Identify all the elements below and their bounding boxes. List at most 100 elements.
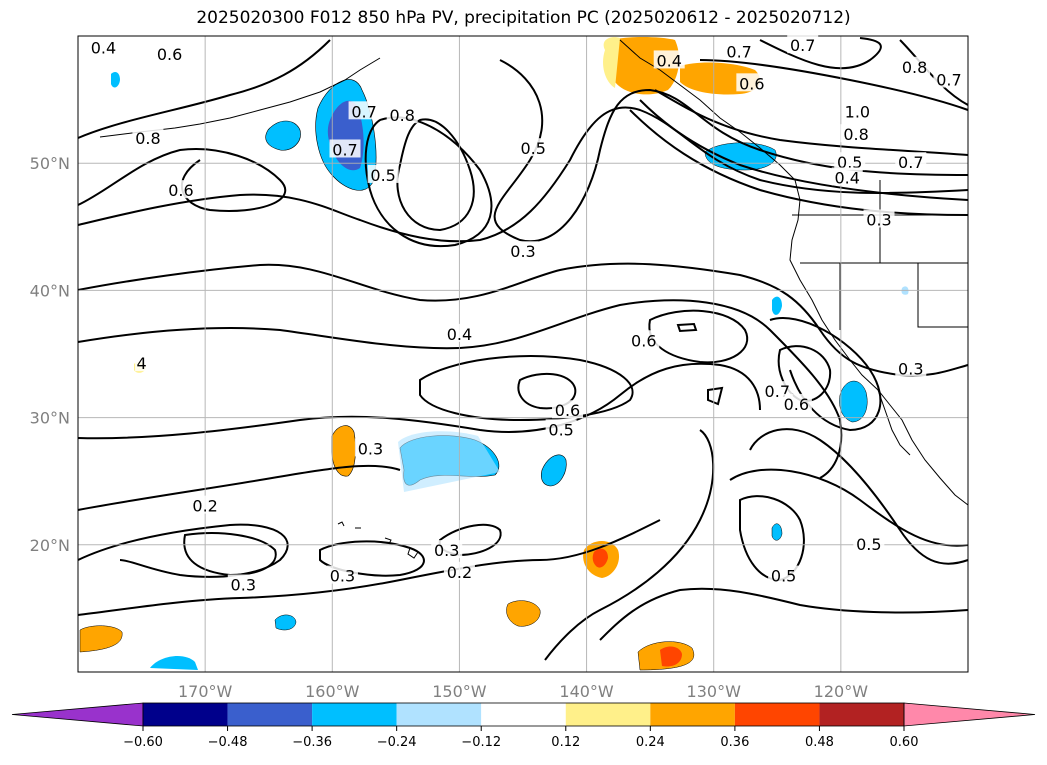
contour-label-bg (354, 438, 386, 457)
contour-label: 0.4 (91, 39, 116, 58)
contour-label: 0.7 (898, 153, 923, 172)
colorbar-tick-label: 0.60 (890, 735, 919, 750)
contour-label: 1.0 (845, 102, 870, 121)
contour-labels: 0.4 0.60.80.60.70.50.7 0.80.50.30.4 0.60.60… (87, 35, 965, 595)
baja-california (877, 389, 911, 456)
contour-label: 0.5 (837, 153, 862, 172)
contour-label: 0.7 (936, 71, 961, 90)
pv-contour (396, 118, 475, 232)
contour-label-bg (326, 565, 358, 584)
contour-label-bg (189, 495, 221, 514)
contour-label: 0.3 (866, 210, 891, 229)
pv-contour (77, 523, 289, 578)
contour-label: 0.6 (168, 181, 193, 200)
pv-contour (599, 587, 969, 641)
contour-label: 0.3 (330, 567, 355, 586)
lon-tick-label: 150°W (432, 682, 487, 701)
precip-blob-negative (771, 523, 783, 541)
pv-contour (77, 106, 969, 243)
contour-label: 0.6 (631, 331, 656, 350)
pv-contour (769, 317, 882, 432)
contour-label: 0.7 (332, 140, 357, 159)
hawaii-islands (337, 521, 419, 559)
colorbar-tick-label: 0.24 (636, 735, 665, 750)
pv-contour (699, 59, 969, 111)
map-title: 2025020300 F012 850 hPa PV, precipitatio… (196, 8, 851, 28)
colorbar-box (143, 703, 228, 726)
map-frame (77, 35, 969, 673)
lat-tick-label: 40°N (30, 281, 70, 300)
pv-contour (364, 116, 493, 248)
contour-label: 0.6 (555, 401, 580, 420)
contour-label-bg (517, 138, 549, 157)
pv-contour (648, 309, 749, 364)
contour-label-bg (768, 565, 800, 584)
pv-contour (777, 345, 832, 402)
lon-tick-label: 160°W (305, 682, 360, 701)
contour-label-bg (443, 323, 475, 342)
contour-label: 0.3 (358, 439, 383, 458)
contour-label: 0.7 (790, 36, 815, 55)
precip-blob-negative (265, 120, 301, 151)
contour-label: 0.6 (739, 74, 764, 93)
precip-blob-negative-light (398, 431, 500, 492)
contour-label-bg (165, 180, 197, 199)
pv-contours (77, 37, 969, 661)
pv-contour (77, 262, 969, 377)
contour-label-bg (895, 152, 927, 171)
contour-label: 0.3 (231, 576, 256, 595)
contour-label-bg (723, 41, 755, 60)
precip-blob-positive-strong (660, 646, 682, 667)
colorbar-box (481, 703, 566, 726)
colorbar: −0.60 −0.48 −0.36 −0.24 −0.12 0.12 0.24 0.36 0.4… (11, 702, 1036, 750)
pv-contour (77, 299, 843, 479)
colorbar-tick-label: −0.12 (461, 735, 501, 750)
contour-label-bg (135, 353, 149, 372)
alaska-panhandle-coast (619, 39, 796, 181)
precip-blob-positive (506, 600, 541, 627)
contour-label-bg (87, 37, 119, 56)
contour-label-bg (431, 540, 463, 559)
colorbar-box (819, 703, 904, 726)
contour-label-bg (545, 419, 577, 438)
contour-label-bg (329, 139, 361, 158)
contour-label-bg (899, 56, 931, 75)
colorbar-tick-label: 0.36 (720, 735, 749, 750)
pv-contour (77, 39, 331, 139)
contour-label: 0.3 (510, 242, 535, 261)
contour-label-bg (552, 400, 583, 419)
contour-label: 0.8 (902, 58, 927, 77)
colorbar-tick-label: −0.48 (208, 735, 248, 750)
contour-label-bg (653, 50, 685, 69)
contour-label: 0.7 (726, 43, 751, 62)
pv-contour (493, 59, 969, 243)
contour-label-bg (853, 533, 885, 552)
lat-tick-label: 20°N (30, 536, 70, 555)
contour-label: 0.5 (520, 139, 545, 158)
precip-blob-negative (772, 296, 782, 315)
contour-label: 0.2 (447, 563, 472, 582)
precip-blob-positive (79, 625, 123, 653)
contour-label: 0.3 (434, 541, 459, 560)
contour-label-bg (831, 167, 863, 186)
lat-tick-label: 50°N (30, 154, 70, 173)
colorbar-box (227, 703, 313, 726)
pv-contour (729, 468, 969, 547)
coastlines (99, 39, 969, 559)
pv-contour (899, 39, 969, 106)
precip-blob-positive (331, 425, 356, 477)
precip-blob-negative (111, 72, 120, 88)
pv-contour (629, 109, 969, 216)
contour-label: 0.8 (389, 106, 414, 125)
colorbar-box (312, 703, 397, 726)
pv-contour (419, 355, 634, 422)
colorbar-box (650, 703, 735, 726)
contour-label-bg (132, 128, 164, 147)
contour-label-bg (386, 105, 418, 124)
contour-label-bg (933, 69, 965, 88)
pv-contour (544, 429, 715, 661)
pv-contour (707, 386, 724, 406)
contour-label-bg (834, 152, 866, 171)
pv-contour (676, 322, 698, 333)
